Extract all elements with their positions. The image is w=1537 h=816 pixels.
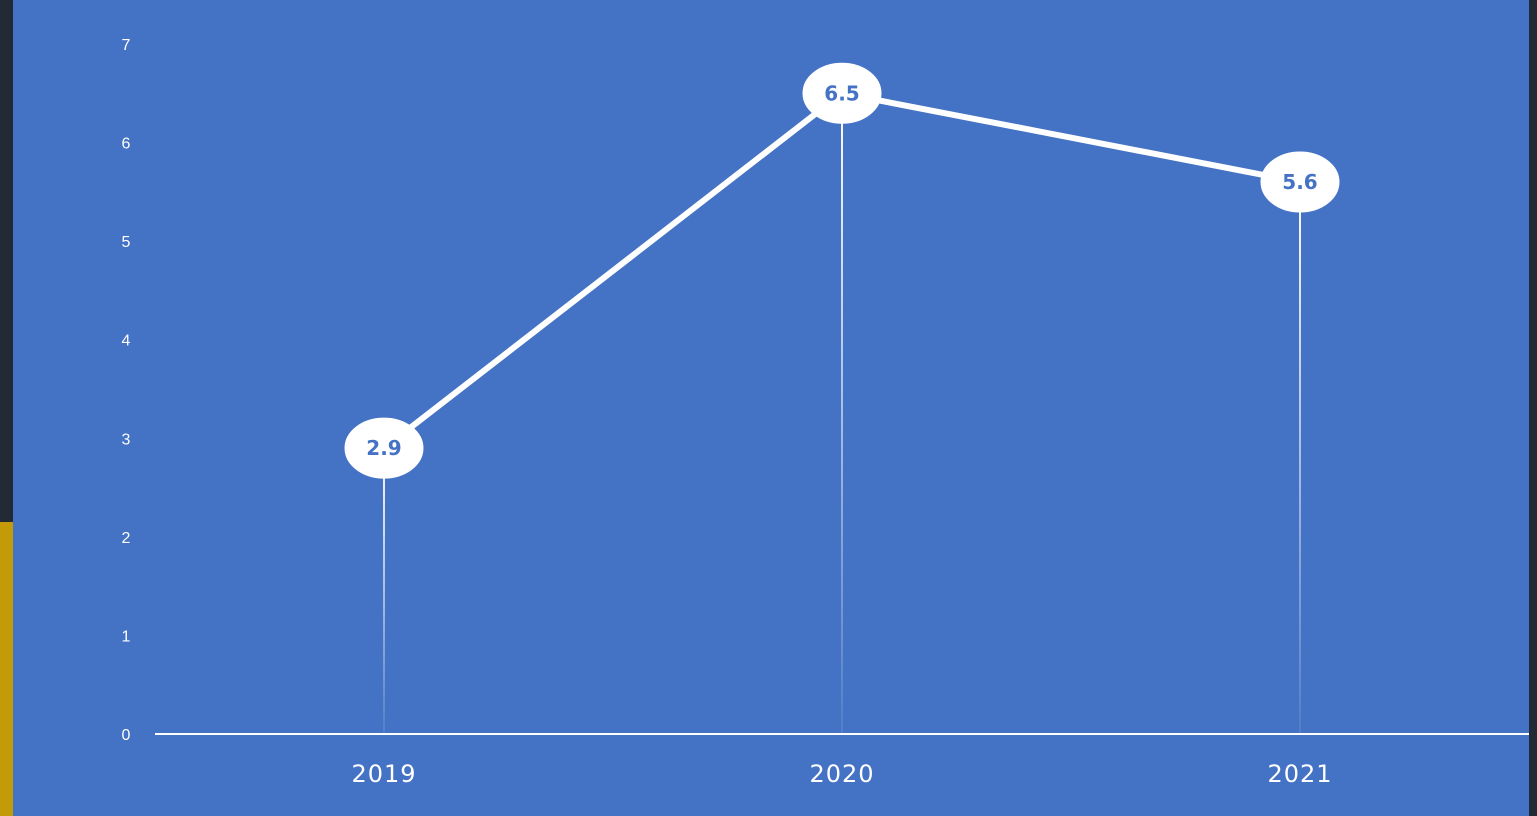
drop-lines (383, 93, 1301, 735)
data-point-marker (344, 417, 424, 479)
data-point-marker (1260, 151, 1340, 213)
data-point-marker (802, 62, 882, 124)
x-category-label: 2021 (1267, 760, 1332, 788)
y-tick-label: 5 (122, 234, 131, 251)
y-tick-label: 7 (122, 37, 131, 54)
x-category-label: 2020 (809, 760, 874, 788)
y-tick-label: 3 (122, 431, 131, 448)
x-category-label: 2019 (351, 760, 416, 788)
data-labels: 2.9 6.5 5.6 (344, 62, 1340, 479)
drop-line (841, 93, 843, 735)
data-label: 5.6 (1282, 170, 1317, 194)
plot-area (13, 0, 1529, 816)
y-tick-label: 1 (122, 628, 131, 645)
data-label: 6.5 (824, 81, 859, 105)
data-label: 2.9 (366, 436, 401, 460)
accent-bar (0, 522, 13, 816)
y-tick-label: 0 (122, 727, 131, 744)
y-tick-label: 2 (122, 530, 131, 547)
drop-line (1299, 182, 1301, 734)
y-tick-label: 4 (122, 333, 131, 350)
drop-line (383, 448, 385, 734)
y-tick-label: 6 (122, 136, 131, 153)
y-axis: 0 1 2 3 4 5 6 7 (122, 37, 131, 744)
x-axis: 2019 2020 2021 (351, 760, 1332, 788)
